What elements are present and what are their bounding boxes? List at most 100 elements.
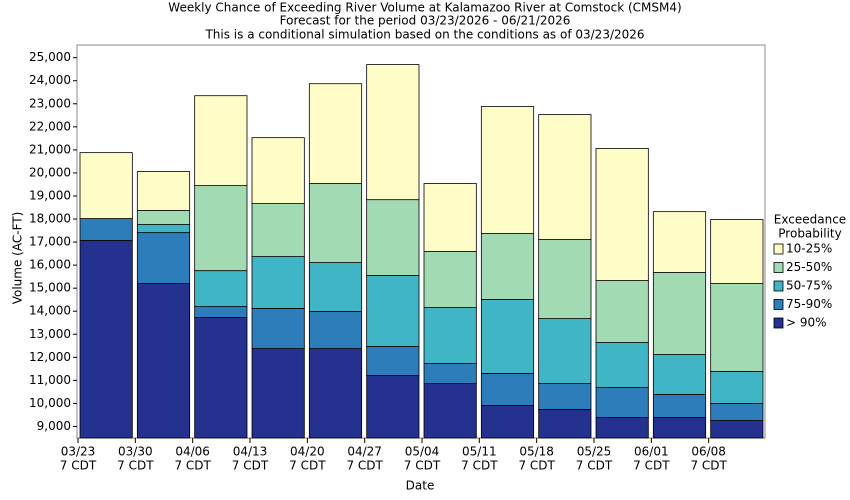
bar-segment xyxy=(251,256,305,309)
bar-segment xyxy=(480,299,535,374)
bar-segment xyxy=(480,106,535,234)
bar-segment xyxy=(79,240,133,439)
x-tick-sublabel: 7 CDT xyxy=(232,459,269,473)
bar-segment xyxy=(538,383,592,410)
legend-label: > 90% xyxy=(786,316,827,330)
y-tick-label: 10,000 xyxy=(29,396,71,410)
legend-swatch xyxy=(773,299,784,310)
legend-title: Exceedance xyxy=(774,213,846,227)
bar-segment xyxy=(366,64,420,201)
bar-segment xyxy=(652,354,707,395)
x-tick-label: 04/27 xyxy=(347,445,382,459)
x-tick-sublabel: 7 CDT xyxy=(60,459,97,473)
x-tick-sublabel: 7 CDT xyxy=(633,459,670,473)
bar-segment xyxy=(366,199,420,276)
bar-segment xyxy=(194,317,248,439)
bar-segment xyxy=(136,224,191,234)
bar-segment xyxy=(652,394,707,418)
bar-segment xyxy=(251,308,305,349)
x-tick-label: 03/23 xyxy=(61,445,96,459)
bar-segment xyxy=(136,210,191,225)
bar-segment xyxy=(251,348,305,439)
x-tick-label: 03/30 xyxy=(118,445,153,459)
y-tick-label: 18,000 xyxy=(29,212,71,226)
bar-segment xyxy=(194,306,248,318)
legend-title: Probability xyxy=(778,227,841,241)
legend-swatch xyxy=(773,262,784,273)
y-tick-label: 9,000 xyxy=(37,419,71,433)
y-tick-label: 25,000 xyxy=(29,50,71,64)
y-tick-label: 20,000 xyxy=(29,165,71,179)
y-tick-label: 19,000 xyxy=(29,188,71,202)
bar-segment xyxy=(366,346,420,376)
y-tick-label: 11,000 xyxy=(29,373,71,387)
bar-segment xyxy=(710,283,764,372)
x-tick-label: 06/01 xyxy=(634,445,669,459)
bar-segment xyxy=(710,403,764,421)
y-tick-label: 14,000 xyxy=(29,304,71,318)
x-tick-label: 05/04 xyxy=(405,445,440,459)
x-tick-label: 05/11 xyxy=(462,445,497,459)
bar-segment xyxy=(595,148,649,281)
x-tick-sublabel: 7 CDT xyxy=(346,459,383,473)
bar-segment xyxy=(480,373,535,406)
bar-segment xyxy=(480,233,535,300)
bar-segment xyxy=(194,95,248,187)
bar-segment xyxy=(308,311,363,349)
bar-segment xyxy=(538,318,592,385)
bar-segment xyxy=(652,211,707,273)
bar-segment xyxy=(136,232,191,284)
y-tick-label: 22,000 xyxy=(29,119,71,133)
bar-segment xyxy=(308,348,363,439)
bar-segment xyxy=(710,219,764,284)
bar-segment xyxy=(538,239,592,320)
y-tick-label: 15,000 xyxy=(29,281,71,295)
x-tick-sublabel: 7 CDT xyxy=(174,459,211,473)
bar-segment xyxy=(480,405,535,439)
bar-segment xyxy=(538,409,592,439)
y-tick-label: 21,000 xyxy=(29,142,71,156)
bar-segment xyxy=(595,387,649,418)
bar-segment xyxy=(595,342,649,388)
bar-segment xyxy=(136,283,191,439)
legend-label: 10-25% xyxy=(786,242,832,256)
y-tick-label: 12,000 xyxy=(29,350,71,364)
legend-label: 25-50% xyxy=(786,260,832,274)
x-tick-sublabel: 7 CDT xyxy=(404,459,441,473)
y-tick-label: 16,000 xyxy=(29,258,71,272)
plot-area xyxy=(76,44,766,439)
bar-segment xyxy=(308,83,363,184)
x-tick-label: 04/20 xyxy=(290,445,325,459)
chart-note: This is a conditional simulation based o… xyxy=(204,28,644,42)
legend-swatch xyxy=(773,280,784,292)
bar-segment xyxy=(423,363,477,385)
bar-segment xyxy=(366,375,420,439)
bar-segment xyxy=(136,171,191,211)
chart-subtitle: Forecast for the period 03/23/2026 - 06/… xyxy=(280,14,571,28)
x-axis-label: Date xyxy=(406,479,435,493)
x-tick-sublabel: 7 CDT xyxy=(117,459,154,473)
bar-segment xyxy=(194,185,248,272)
bar-segment xyxy=(79,152,133,219)
legend-swatch xyxy=(773,243,784,255)
bar-segment xyxy=(652,417,707,439)
bar-segment xyxy=(423,307,477,364)
legend-label: 75-90% xyxy=(786,297,832,311)
x-tick-label: 06/08 xyxy=(691,445,726,459)
y-axis-label: Volume (AC-FT) xyxy=(11,212,25,305)
x-tick-sublabel: 7 CDT xyxy=(518,459,555,473)
x-tick-sublabel: 7 CDT xyxy=(461,459,498,473)
chart-title: Weekly Chance of Exceeding River Volume … xyxy=(168,1,681,15)
legend-label: 50-75% xyxy=(786,279,832,293)
x-tick-label: 05/18 xyxy=(519,445,554,459)
y-tick-label: 23,000 xyxy=(29,96,71,110)
legend-swatch xyxy=(773,317,784,329)
bar-segment xyxy=(595,280,649,343)
y-tick-label: 13,000 xyxy=(29,327,71,341)
x-tick-label: 05/25 xyxy=(577,445,612,459)
bar-segment xyxy=(538,114,592,240)
bar-segment xyxy=(194,270,248,308)
bar-segment xyxy=(366,275,420,347)
bar-segment xyxy=(652,272,707,355)
